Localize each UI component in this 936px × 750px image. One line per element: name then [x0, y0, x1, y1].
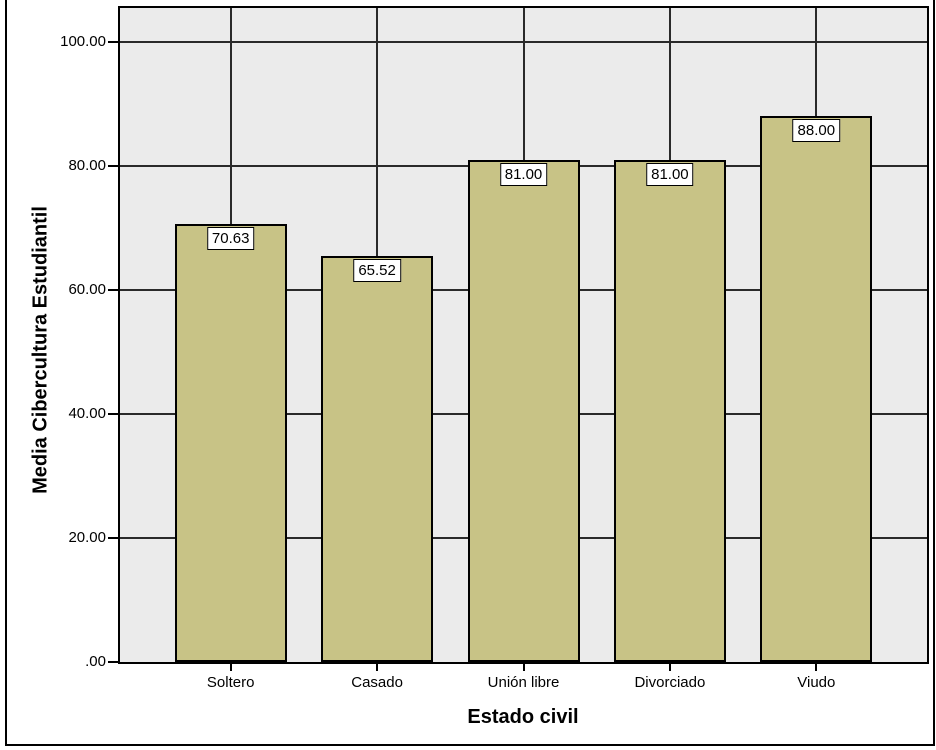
plot-area: 70.63 65.52 81.00 81.00 88.00: [118, 6, 929, 664]
y-tick-label: .00: [85, 653, 106, 670]
x-tick-label: Soltero: [206, 674, 255, 691]
y-tick-label: 40.00: [68, 405, 106, 423]
bar-value-label: 81.00: [499, 162, 548, 186]
y-tick-mark: [108, 537, 120, 540]
x-tick-label: Unión libre: [487, 674, 560, 691]
bar: [321, 255, 434, 662]
x-tick-mark: [376, 664, 379, 671]
y-axis-title: Media Cibercultura Estudiantil: [29, 206, 52, 494]
y-tick-mark: [108, 165, 120, 168]
x-tick-mark: [815, 664, 818, 671]
bar: [174, 224, 287, 662]
y-tick-label: 20.00: [68, 529, 106, 547]
y-tick-mark: [108, 661, 120, 663]
x-tick-label: Viudo: [797, 674, 836, 691]
y-tick-mark: [108, 413, 120, 416]
bar-value-label: 70.63: [206, 227, 255, 251]
y-tick-label: 60.00: [68, 281, 106, 299]
x-axis-title: Estado civil: [467, 706, 579, 728]
bar-value-label: 88.00: [792, 119, 841, 143]
x-tick-mark: [668, 664, 671, 671]
bar: [613, 159, 726, 662]
y-tick-label: 80.00: [68, 157, 106, 175]
y-tick-mark: [108, 289, 120, 292]
x-tick-mark: [522, 664, 525, 671]
y-tick-mark: [108, 41, 120, 44]
bar-value-label: 65.52: [353, 258, 401, 282]
bar: [760, 116, 873, 662]
bar: [467, 159, 580, 662]
x-tick-label: Casado: [351, 674, 403, 691]
y-tick-label: 100.00: [60, 33, 106, 51]
x-tick-mark: [229, 664, 232, 671]
bar-value-label: 81.00: [646, 162, 694, 186]
x-tick-label: Divorciado: [634, 674, 706, 691]
